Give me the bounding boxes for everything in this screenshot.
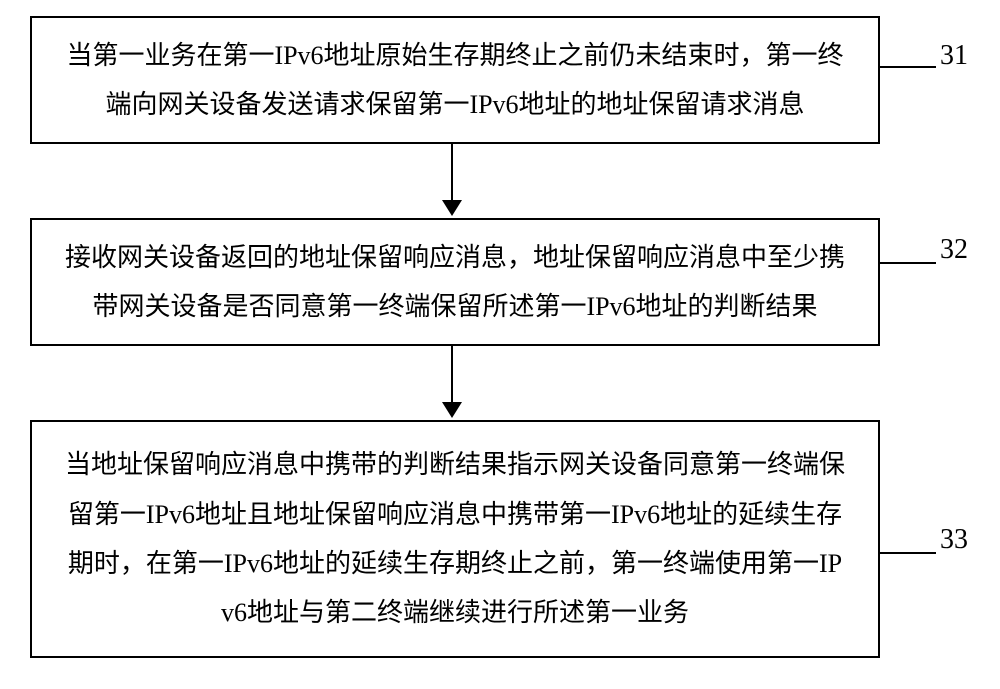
leader-32 [878,262,936,264]
arrow-1-head [442,200,462,216]
label-32: 32 [940,234,968,266]
label-31: 31 [940,40,968,72]
leader-31 [878,66,936,68]
flowchart-canvas: 当第一业务在第一IPv6地址原始生存期终止之前仍未结束时，第一终端向网关设备发送… [0,0,1000,689]
flow-step-31: 当第一业务在第一IPv6地址原始生存期终止之前仍未结束时，第一终端向网关设备发送… [30,16,880,144]
arrow-2-shaft [451,346,453,402]
arrow-1-shaft [451,144,453,200]
flow-step-33: 当地址保留响应消息中携带的判断结果指示网关设备同意第一终端保留第一IPv6地址且… [30,420,880,658]
flow-step-33-text: 当地址保留响应消息中携带的判断结果指示网关设备同意第一终端保留第一IPv6地址且… [62,440,848,638]
flow-step-32: 接收网关设备返回的地址保留响应消息，地址保留响应消息中至少携带网关设备是否同意第… [30,218,880,346]
flow-step-32-text: 接收网关设备返回的地址保留响应消息，地址保留响应消息中至少携带网关设备是否同意第… [62,233,848,332]
flow-step-31-text: 当第一业务在第一IPv6地址原始生存期终止之前仍未结束时，第一终端向网关设备发送… [62,31,848,130]
arrow-2-head [442,402,462,418]
label-33: 33 [940,524,968,556]
leader-33 [878,552,936,554]
